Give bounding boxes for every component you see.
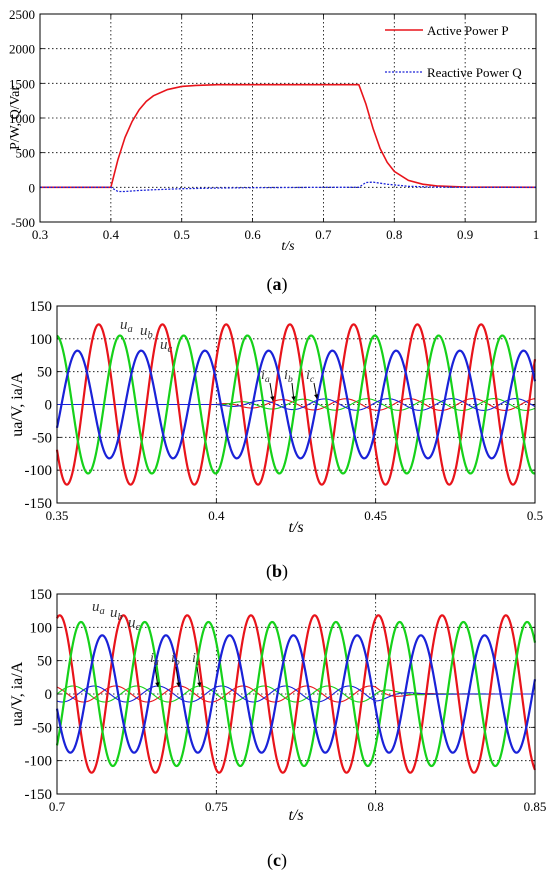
x-axis-label: t/s — [288, 519, 303, 536]
arrow-ia-head — [270, 396, 275, 401]
y-tick-label: -500 — [11, 215, 35, 230]
legend-label-reactive: Reactive Power Q — [427, 65, 522, 80]
y-tick-label: -150 — [25, 496, 53, 512]
label-ib: ib — [171, 651, 180, 668]
arrow-ib-head — [176, 682, 181, 687]
y-axis-label: ua/V, ia/A — [9, 372, 26, 437]
label-ub: ub — [140, 323, 153, 341]
series-reactive-power-line — [40, 181, 536, 193]
current-ic-line — [56, 685, 535, 703]
voltage-ub-line — [56, 334, 536, 475]
y-tick-label: 100 — [30, 620, 53, 636]
x-tick-label: 0.85 — [524, 799, 547, 814]
y-tick-label: 1000 — [9, 111, 35, 126]
arrow-ic-head — [314, 394, 319, 399]
series-active-power-line — [40, 83, 537, 189]
x-tick-label: 0.4 — [103, 227, 120, 242]
y-tick-label: 0 — [29, 180, 36, 195]
label-ib: ib — [284, 368, 293, 385]
x-tick-label: 0.4 — [208, 508, 225, 523]
y-tick-label: -100 — [25, 754, 53, 770]
x-axis-label: t/s — [288, 807, 303, 824]
label-uc: uc — [128, 615, 141, 633]
panel-c-chart: 0.7 0.75 0.8 0.85 -150 -100 -50 0 50 100 150 ua ub uc… — [9, 587, 546, 824]
arrow-ib-head — [291, 396, 296, 401]
panel-a-chart: 0.3 0.4 0.5 0.6 0.7 0.8 0.9 1 -500 0 500 1000 1500 20… — [8, 7, 539, 254]
x-tick-label: 0.35 — [46, 508, 69, 523]
x-tick-label: 0.5 — [174, 227, 190, 242]
x-tick-label: 0.8 — [386, 227, 402, 242]
x-tick-label: 0.5 — [527, 508, 543, 523]
x-tick-label: 0.8 — [368, 799, 384, 814]
label-ub: ub — [110, 605, 123, 623]
x-axis-label: t/s — [281, 239, 295, 254]
panel-b-chart: 0.35 0.4 0.45 0.5 -150 -100 -50 0 50 100 150 ua ubuc… — [9, 299, 543, 536]
x-tick-label: 0.7 — [315, 227, 332, 242]
x-tick-label: 0.9 — [457, 227, 473, 242]
panel-c-caption: (c) — [267, 850, 287, 871]
y-tick-label: -50 — [32, 430, 52, 446]
y-tick-label: -100 — [25, 463, 53, 479]
y-tick-label: -50 — [32, 720, 52, 736]
plot-frame — [56, 593, 536, 795]
label-ua: ua — [92, 599, 105, 617]
y-tick-label: 0 — [45, 398, 53, 414]
x-tick-label: 1 — [533, 227, 540, 242]
label-ic: ic — [306, 368, 315, 385]
label-uc: uc — [160, 337, 173, 355]
voltage-ub-line — [55, 620, 537, 768]
y-tick-label: 1500 — [9, 76, 35, 91]
y-tick-label: 50 — [37, 654, 52, 670]
y-tick-label: 150 — [30, 587, 53, 603]
label-ia: ia — [261, 368, 270, 385]
label-ua: ua — [120, 317, 133, 335]
y-tick-label: 150 — [30, 299, 53, 315]
x-tick-label: 0.75 — [205, 799, 228, 814]
y-tick-label: 50 — [37, 365, 52, 381]
voltage-uc-line — [55, 634, 537, 754]
y-tick-label: 2000 — [9, 42, 35, 57]
voltage-ua-line — [55, 323, 537, 486]
y-tick-label: 500 — [16, 146, 36, 161]
label-ia: ia — [150, 651, 159, 668]
panel-a-caption: (a) — [267, 274, 288, 295]
plot-frame — [56, 305, 536, 504]
y-tick-label: 0 — [45, 687, 53, 703]
panel-b-caption: (b) — [266, 561, 288, 582]
y-axis-label: P/W, Q/Var — [8, 86, 23, 150]
plot-frame — [39, 13, 537, 223]
arrow-ic-head — [197, 682, 202, 687]
x-tick-label: 0.7 — [49, 799, 66, 814]
y-axis-label: ua/V, ia/A — [9, 661, 26, 726]
legend-label-active: Active Power P — [427, 23, 509, 38]
y-tick-label: -150 — [25, 787, 53, 803]
arrow-ia-head — [155, 682, 160, 687]
x-tick-label: 0.3 — [32, 227, 48, 242]
y-tick-label: 2500 — [9, 7, 35, 22]
voltage-uc-line — [55, 349, 537, 460]
y-tick-label: 100 — [30, 332, 53, 348]
label-ic: ic — [192, 651, 201, 668]
x-tick-label: 0.6 — [244, 227, 261, 242]
voltage-ua-line — [56, 614, 537, 774]
x-tick-label: 0.45 — [364, 508, 387, 523]
